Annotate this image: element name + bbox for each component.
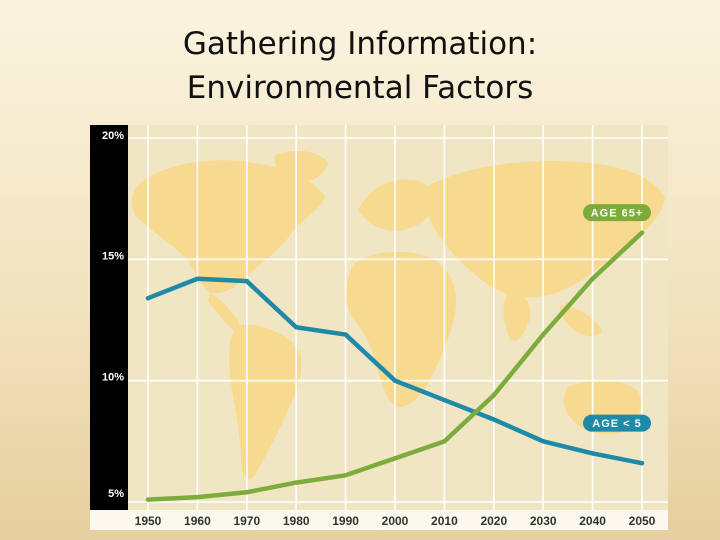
x-tick-label: 1980 [283, 514, 310, 528]
series-label-pill [583, 204, 651, 222]
population-chart: 5% 10% 15% 20% 1950 1960 1970 1980 1990 2000 2010… [90, 125, 668, 530]
southeast-asia-shape [559, 305, 602, 337]
x-axis-band [90, 510, 668, 530]
world-map-background [132, 150, 665, 479]
data-point [294, 325, 299, 330]
x-tick-label: 2020 [480, 514, 507, 528]
data-point [343, 332, 348, 337]
india-shape [503, 292, 531, 341]
chart-svg: 5% 10% 15% 20% 1950 1960 1970 1980 1990 2000 2010… [90, 125, 668, 530]
data-point [541, 332, 546, 337]
y-tick-label: 20% [102, 130, 124, 142]
x-tick-label: 1990 [332, 514, 359, 528]
x-tick-label: 1970 [233, 514, 260, 528]
y-axis-ticks: 5% 10% 15% 20% [102, 130, 124, 500]
x-tick-label: 1960 [184, 514, 211, 528]
central-america-shape [208, 293, 240, 331]
data-point [639, 230, 645, 235]
north-america-shape [132, 160, 325, 294]
europe-shape [358, 179, 435, 231]
y-tick-label: 5% [108, 488, 124, 500]
data-point [541, 439, 546, 444]
x-axis-ticks: 1950 1960 1970 1980 1990 2000 2010 2020 2030 2040… [135, 514, 656, 528]
data-point [392, 456, 398, 461]
data-point [294, 480, 299, 485]
data-point [491, 417, 496, 422]
x-tick-label: 2030 [530, 514, 557, 528]
series-label-text: AGE < 5 [592, 418, 642, 430]
data-point [442, 439, 447, 444]
data-point [491, 393, 496, 398]
x-tick-label: 1950 [135, 514, 162, 528]
data-point [343, 473, 348, 478]
y-tick-label: 10% [102, 372, 124, 384]
grid-lines [128, 125, 668, 510]
series-labels: AGE < 5 AGE 65+ [583, 204, 651, 432]
x-tick-label: 2050 [629, 514, 656, 528]
data-point [244, 278, 249, 284]
asia-shape [425, 161, 665, 298]
y-tick-label: 15% [102, 250, 124, 262]
data-point [145, 295, 151, 301]
title-line-2: Environmental Factors [186, 70, 534, 106]
slide-title: Gathering Information: Environmental Fac… [150, 22, 570, 110]
greenland-shape [274, 150, 328, 182]
data-point [145, 497, 151, 502]
data-point [195, 494, 200, 500]
data-point [442, 397, 447, 403]
data-point [639, 460, 645, 466]
x-tick-label: 2000 [382, 514, 409, 528]
data-point [590, 451, 595, 456]
series-label-text: AGE 65+ [591, 208, 644, 220]
data-point [392, 378, 398, 383]
x-tick-label: 2040 [579, 514, 606, 528]
x-tick-label: 2010 [431, 514, 458, 528]
data-point [195, 276, 200, 281]
data-point [244, 490, 249, 495]
title-line-1: Gathering Information: [182, 26, 538, 62]
africa-shape [346, 251, 457, 408]
series-lines [145, 230, 645, 502]
y-axis-band [90, 125, 128, 530]
data-point [590, 276, 595, 281]
series-label-pill [583, 414, 651, 432]
